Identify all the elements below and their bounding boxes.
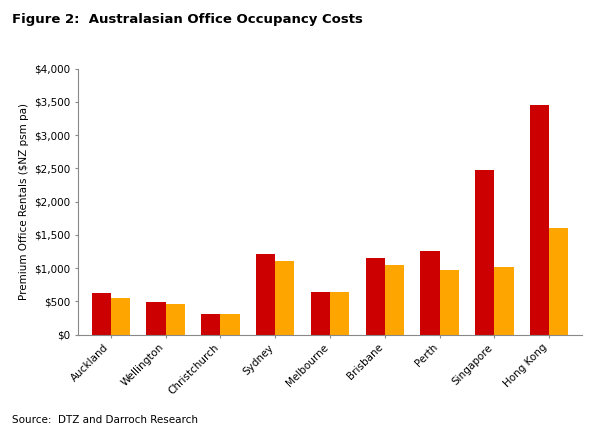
Bar <box>275 262 295 335</box>
Bar <box>166 304 185 335</box>
Bar <box>330 293 349 335</box>
Text: Source:  DTZ and Darroch Research: Source: DTZ and Darroch Research <box>12 415 198 425</box>
Bar <box>311 293 330 335</box>
Bar <box>385 266 404 335</box>
Bar <box>530 105 549 335</box>
Bar <box>365 258 385 335</box>
Y-axis label: Premium Office Rentals ($NZ psm pa): Premium Office Rentals ($NZ psm pa) <box>19 103 29 300</box>
Text: Figure 2:  Australasian Office Occupancy Costs: Figure 2: Australasian Office Occupancy … <box>12 13 363 26</box>
Bar <box>494 267 514 335</box>
Bar <box>475 170 494 335</box>
Bar <box>421 251 440 335</box>
Bar <box>111 299 130 335</box>
Bar <box>92 293 111 335</box>
Bar <box>146 302 166 335</box>
Bar <box>440 270 459 335</box>
Bar <box>220 314 239 335</box>
Bar <box>201 314 220 335</box>
Bar <box>256 254 275 335</box>
Bar <box>549 227 568 335</box>
